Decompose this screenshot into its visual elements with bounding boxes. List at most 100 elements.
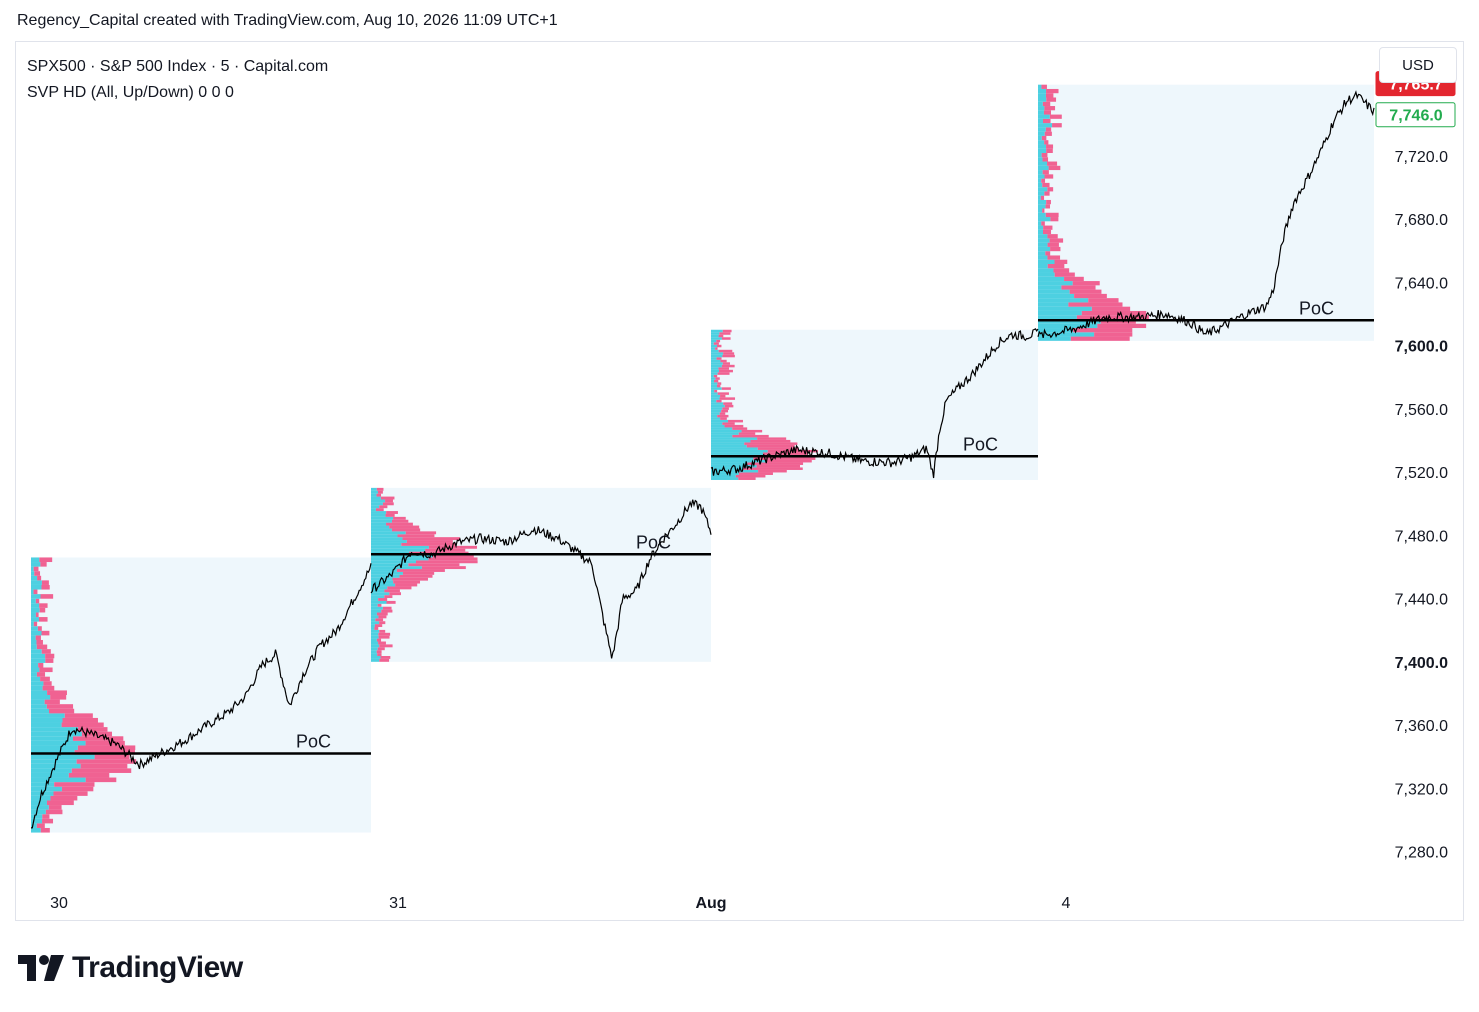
volume-up-bar: [1038, 234, 1048, 239]
volume-up-bar: [711, 429, 742, 433]
volume-down-bar: [386, 600, 396, 604]
volume-down-bar: [1045, 251, 1051, 256]
chart-caption: Regency_Capital created with TradingView…: [17, 12, 558, 29]
volume-up-bar: [371, 569, 397, 572]
volume-down-bar: [1046, 148, 1053, 153]
volume-up-bar: [711, 352, 724, 355]
volume-up-bar: [1038, 217, 1051, 222]
y-tick-label: 7,280.0: [1395, 845, 1448, 862]
volume-up-bar: [371, 618, 376, 622]
volume-down-bar: [720, 394, 726, 398]
poc-label: PoC: [636, 532, 671, 552]
brand-footer: TradingView: [18, 951, 243, 985]
volume-down-bar: [68, 772, 110, 778]
session-4: PoC: [1038, 84, 1374, 341]
volume-down-bar: [397, 534, 435, 538]
volume-up-bar: [711, 357, 717, 360]
volume-down-bar: [1041, 221, 1045, 226]
volume-down-bar: [758, 469, 787, 473]
volume-down-bar: [723, 352, 735, 355]
volume-up-bar: [371, 635, 379, 639]
volume-down-bar: [747, 462, 804, 465]
volume-down-bar: [750, 439, 791, 443]
volume-up-bar: [371, 621, 380, 625]
volume-up-bar: [711, 362, 723, 365]
volume-down-bar: [718, 334, 724, 338]
volume-up-bar: [31, 566, 34, 572]
volume-up-bar: [371, 563, 409, 567]
volume-down-bar: [432, 554, 474, 558]
volume-down-bar: [1047, 234, 1058, 239]
volume-up-bar: [371, 508, 376, 512]
volume-down-bar: [744, 442, 798, 445]
symbol-legend[interactable]: SPX500 · S&P 500 Index · 5 · Capital.com: [27, 58, 329, 75]
volume-down-bar: [716, 357, 722, 360]
y-tick-label: 7,400.0: [1395, 655, 1448, 672]
volume-up-bar: [371, 537, 403, 541]
volume-down-bar: [42, 814, 50, 819]
volume-down-bar: [1100, 319, 1136, 324]
volume-up-bar: [711, 394, 721, 398]
volume-down-bar: [47, 690, 67, 696]
volume-down-bar: [36, 823, 45, 828]
volume-up-bar: [711, 349, 719, 353]
volume-down-bar: [1073, 328, 1133, 333]
x-axis[interactable]: 30 31 Aug 4: [50, 895, 1070, 912]
volume-down-bar: [718, 367, 730, 370]
volume-up-bar: [1038, 140, 1045, 145]
volume-down-bar: [743, 467, 803, 470]
volume-up-bar: [711, 412, 720, 415]
volume-up-bar: [31, 708, 50, 714]
volume-down-bar: [38, 662, 44, 668]
y-tick-label: 7,640.0: [1395, 275, 1448, 292]
volume-down-bar: [37, 575, 42, 581]
volume-down-bar: [1043, 118, 1051, 124]
volume-up-bar: [371, 656, 381, 659]
volume-down-bar: [43, 681, 52, 686]
volume-down-bar: [756, 464, 801, 468]
volume-down-bar: [715, 347, 718, 350]
volume-up-bar: [31, 598, 36, 604]
volume-up-bar: [31, 667, 40, 673]
volume-down-bar: [40, 562, 47, 567]
volume-up-bar: [31, 612, 36, 618]
volume-down-bar: [1047, 263, 1065, 269]
chart-legend: SPX500 · S&P 500 Index · 5 · Capital.com…: [27, 54, 328, 106]
volume-up-bar: [711, 474, 736, 478]
volume-down-bar: [1042, 208, 1045, 213]
volume-up-bar: [1038, 161, 1048, 166]
volume-down-bar: [396, 569, 445, 572]
volume-down-bar: [380, 496, 395, 500]
volume-down-bar: [62, 717, 98, 723]
volume-down-bar: [714, 389, 718, 393]
volume-down-bar: [722, 422, 735, 425]
volume-up-bar: [1038, 165, 1049, 171]
volume-down-bar: [405, 531, 437, 535]
volume-up-bar: [31, 658, 46, 663]
volume-down-bar: [408, 563, 460, 567]
volume-up-bar: [1038, 93, 1046, 98]
volume-down-bar: [738, 472, 773, 475]
volume-up-bar: [711, 399, 717, 403]
volume-up-bar: [711, 459, 767, 463]
volume-up-bar: [31, 827, 41, 833]
volume-down-bar: [377, 603, 382, 607]
volume-down-bar: [41, 649, 51, 654]
volume-up-bar: [1038, 131, 1045, 136]
volume-up-bar: [711, 419, 729, 423]
volume-down-bar: [385, 499, 393, 503]
indicator-legend[interactable]: SVP HD (All, Up/Down) 0 0 0: [27, 84, 234, 101]
volume-down-bar: [1064, 276, 1084, 282]
volume-up-bar: [31, 562, 41, 567]
volume-up-bar: [371, 571, 403, 575]
volume-down-bar: [1076, 315, 1149, 320]
volume-down-bar: [1081, 310, 1147, 316]
volume-down-bar: [382, 502, 394, 506]
currency-button[interactable]: USD: [1379, 47, 1457, 83]
y-axis[interactable]: 7,280.0 7,320.0 7,360.0 7,400.0 7,440.0 7,480…: [1395, 149, 1448, 862]
volume-up-bar: [1038, 123, 1053, 128]
volume-down-bar: [766, 459, 812, 463]
session-31: PoC: [371, 487, 711, 662]
volume-down-bar: [721, 364, 735, 368]
